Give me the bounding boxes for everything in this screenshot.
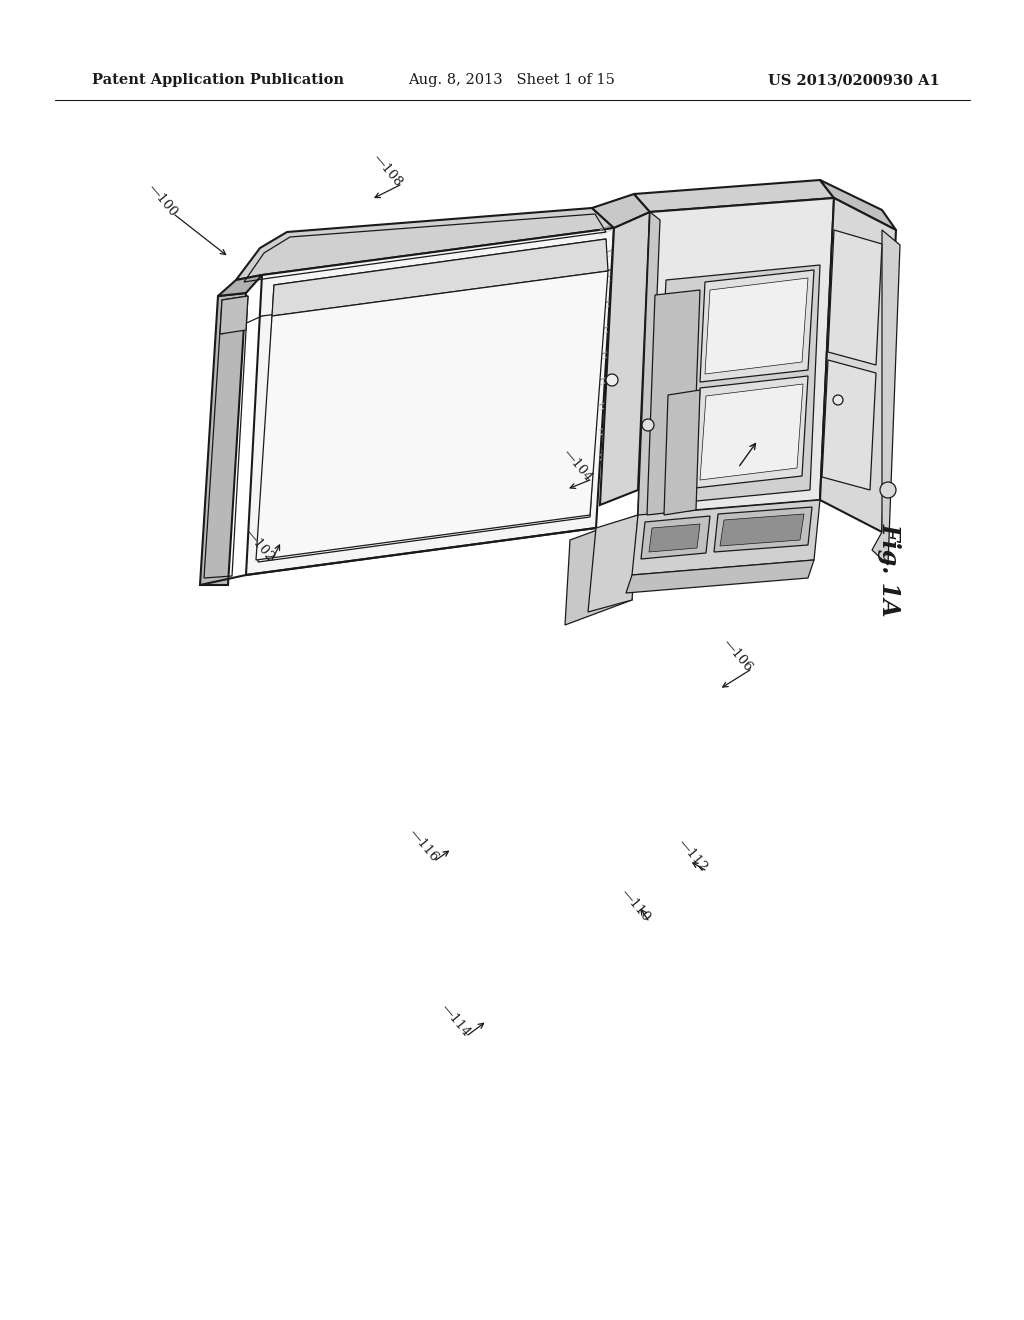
Text: —104: —104 <box>560 446 595 484</box>
Polygon shape <box>649 524 700 552</box>
Text: Aug. 8, 2013   Sheet 1 of 15: Aug. 8, 2013 Sheet 1 of 15 <box>409 73 615 87</box>
Polygon shape <box>638 213 660 521</box>
Polygon shape <box>664 389 700 515</box>
Text: —112: —112 <box>676 837 710 874</box>
Polygon shape <box>634 180 834 213</box>
Circle shape <box>833 395 843 405</box>
Text: —108: —108 <box>371 152 404 189</box>
Polygon shape <box>626 560 814 593</box>
Polygon shape <box>695 376 808 488</box>
Text: —114: —114 <box>438 1002 473 1039</box>
Polygon shape <box>588 515 638 612</box>
Circle shape <box>606 374 618 385</box>
Text: —102: —102 <box>243 527 276 564</box>
Polygon shape <box>641 516 710 558</box>
Polygon shape <box>218 275 262 296</box>
Polygon shape <box>592 194 650 228</box>
Polygon shape <box>200 293 246 585</box>
Polygon shape <box>828 230 882 366</box>
Polygon shape <box>820 198 896 532</box>
Polygon shape <box>272 239 608 315</box>
Polygon shape <box>246 228 614 576</box>
Polygon shape <box>822 360 876 490</box>
Text: Patent Application Publication: Patent Application Publication <box>92 73 344 87</box>
Polygon shape <box>705 279 808 374</box>
Text: —106: —106 <box>720 636 755 675</box>
Text: Fig. 1A: Fig. 1A <box>878 523 902 616</box>
Circle shape <box>880 482 896 498</box>
Polygon shape <box>720 513 804 546</box>
Text: —100: —100 <box>145 181 180 219</box>
Text: —116: —116 <box>407 826 441 865</box>
Polygon shape <box>236 209 614 280</box>
Polygon shape <box>638 198 834 515</box>
Text: US 2013/0200930 A1: US 2013/0200930 A1 <box>768 73 940 87</box>
Polygon shape <box>820 180 896 230</box>
Text: —110: —110 <box>618 887 653 924</box>
Polygon shape <box>714 507 812 552</box>
Polygon shape <box>872 230 900 565</box>
Polygon shape <box>655 265 820 506</box>
Polygon shape <box>600 213 650 506</box>
Polygon shape <box>700 271 814 381</box>
Polygon shape <box>647 290 700 515</box>
Polygon shape <box>256 271 608 560</box>
Circle shape <box>642 418 654 432</box>
Polygon shape <box>220 296 248 334</box>
Polygon shape <box>700 384 803 480</box>
Polygon shape <box>632 500 820 576</box>
Polygon shape <box>565 515 638 624</box>
